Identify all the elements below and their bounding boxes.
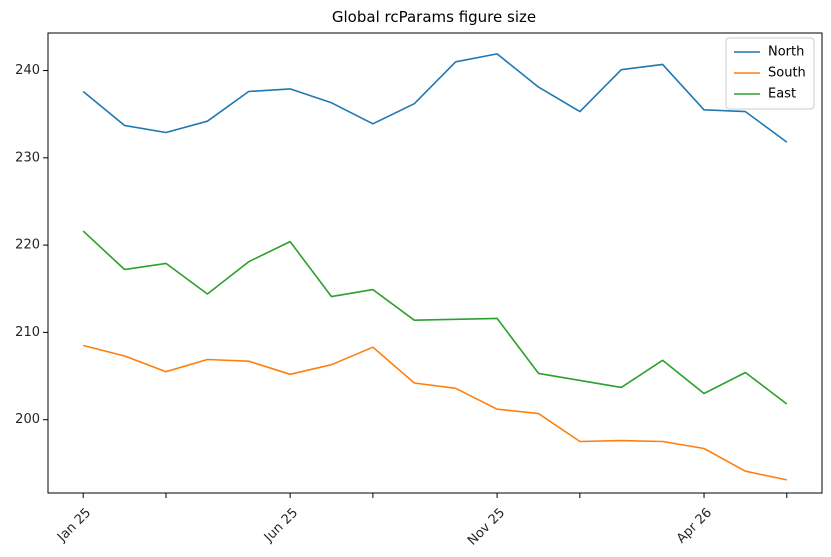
plot-lines [82, 53, 788, 481]
legend-box [725, 37, 815, 110]
y-tick-label: 200 [15, 412, 40, 427]
y-tick-label: 230 [15, 150, 40, 165]
y-tick-label: 220 [15, 238, 40, 253]
chart-title: Global rcParams figure size [332, 8, 536, 26]
axes-frame [47, 32, 823, 494]
y-axis: 200 210 220 230 240 [15, 63, 48, 427]
series-line-east [82, 230, 788, 405]
legend: North South East [725, 37, 815, 110]
legend-label-north: North [768, 45, 804, 60]
series-line-south [83, 344, 787, 481]
legend-label-east: East [768, 87, 796, 102]
y-tick-label: 240 [15, 63, 40, 78]
y-tick-label: 210 [15, 325, 40, 340]
plot-area-border [47, 32, 823, 494]
legend-label-south: South [768, 66, 806, 81]
series-line-north [82, 53, 788, 143]
